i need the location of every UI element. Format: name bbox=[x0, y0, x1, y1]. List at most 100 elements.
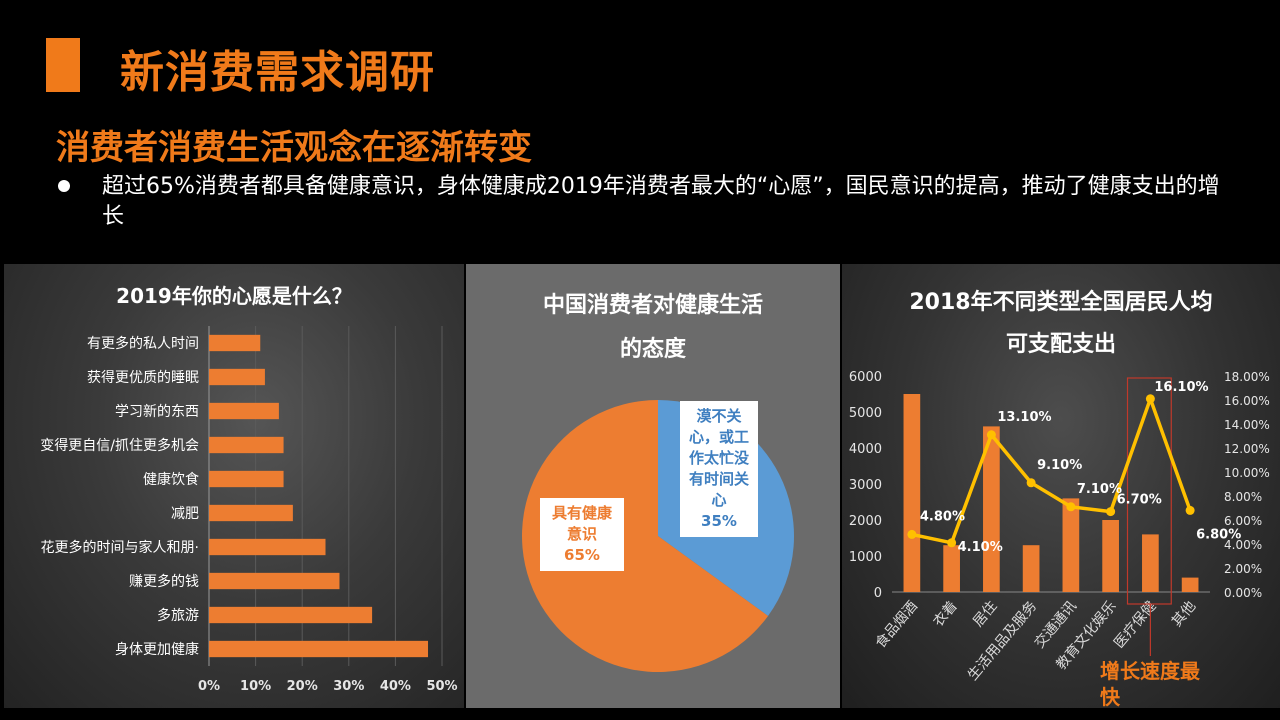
growth-data-label: 6.70% bbox=[1117, 493, 1162, 508]
pie-label-blue-text: 漠不关 bbox=[696, 407, 741, 425]
growth-point bbox=[986, 430, 996, 440]
spending-right-tick-label: 10.00% bbox=[1224, 466, 1270, 480]
spending-left-tick-label: 4000 bbox=[849, 442, 882, 457]
wish-category-label: 变得更自信/抓住更多机会 bbox=[40, 437, 199, 454]
wish-x-tick-label: 50% bbox=[426, 679, 457, 694]
spending-bar bbox=[903, 394, 921, 592]
spending-right-tick-label: 14.00% bbox=[1224, 418, 1270, 432]
wish-category-label: 多旅游 bbox=[157, 607, 199, 624]
wish-x-tick-label: 10% bbox=[240, 679, 271, 694]
spending-category-label: 医疗保健 bbox=[1111, 598, 1159, 651]
spending-left-tick-label: 1000 bbox=[849, 550, 882, 565]
wish-category-label: 健康饮食 bbox=[143, 471, 199, 488]
wish-x-tick-label: 20% bbox=[287, 679, 318, 694]
spending-right-tick-label: 8.00% bbox=[1224, 490, 1262, 504]
growth-point bbox=[907, 529, 917, 539]
spending-title-line-1: 2018年不同类型全国居民人均 bbox=[909, 290, 1213, 315]
wish-bar bbox=[209, 470, 284, 488]
spending-right-tick-label: 2.00% bbox=[1224, 562, 1262, 576]
spending-right-tick-label: 16.00% bbox=[1224, 394, 1270, 408]
spending-right-tick-label: 12.00% bbox=[1224, 442, 1270, 456]
wish-bar bbox=[209, 572, 340, 590]
bullet-dot bbox=[58, 180, 70, 192]
attitude-chart-title: 中国消费者对健康生活 的态度 bbox=[466, 284, 840, 372]
bullet-text: 超过65%消费者都具备健康意识，身体健康成2019年消费者最大的“心愿”，国民意… bbox=[102, 174, 1220, 229]
spending-bar bbox=[1181, 577, 1199, 592]
growth-data-label: 16.10% bbox=[1154, 380, 1208, 395]
wish-bar bbox=[209, 504, 293, 522]
wish-bar bbox=[209, 402, 279, 420]
growth-data-label: 6.80% bbox=[1196, 527, 1241, 542]
growth-data-label: 7.10% bbox=[1077, 482, 1122, 497]
pie-label-blue-text: 作太忙没 bbox=[689, 449, 750, 467]
spending-category-label: 居住 bbox=[970, 598, 1000, 630]
spending-chart-panel: 2018年不同类型全国居民人均 可支配支出 0 1000 2000 3000 4000 5… bbox=[842, 264, 1280, 708]
wish-chart-title: 2019年你的心愿是什么？ bbox=[116, 284, 352, 308]
wish-bar bbox=[209, 334, 261, 352]
spending-bar bbox=[1102, 520, 1119, 592]
growth-data-label: 13.10% bbox=[997, 410, 1051, 425]
wish-category-label: 减肥 bbox=[171, 506, 199, 522]
pie-label-orange-text: 意识 bbox=[567, 525, 597, 543]
wish-x-tick-label: 0% bbox=[198, 679, 220, 694]
growth-point bbox=[1026, 478, 1036, 488]
wish-x-tick-label: 40% bbox=[380, 679, 411, 694]
spending-bar bbox=[1142, 534, 1159, 592]
spending-right-tick-label: 4.00% bbox=[1224, 538, 1262, 552]
growth-point bbox=[1106, 507, 1116, 517]
spending-left-tick-label: 2000 bbox=[849, 514, 882, 529]
spending-combo-chart: 0 1000 2000 3000 4000 5000 6000 0.00% 2.00% 4.00%… bbox=[849, 370, 1270, 684]
growth-line bbox=[911, 397, 1192, 545]
spending-right-tick-label: 18.00% bbox=[1224, 370, 1270, 384]
pie-label-blue-text: 心 bbox=[711, 491, 726, 509]
spending-left-tick-label: 3000 bbox=[849, 478, 882, 493]
spending-left-tick-label: 6000 bbox=[849, 370, 882, 385]
growth-point bbox=[1145, 394, 1155, 404]
wish-bar-chart: 0% 10% 20% 30% 40% 50% 有更多的私人时间获得更优质的睡眠学习新的东西变… bbox=[40, 326, 458, 694]
page-title: 新消费需求调研 bbox=[120, 47, 435, 98]
attitude-chart-panel: 中国消费者对健康生活 的态度 漠不关心，或工作太忙没有时间关心 35% 具有健康意识… bbox=[466, 264, 840, 708]
attitude-title-line-2: 的态度 bbox=[619, 337, 686, 362]
wish-category-label: 身体更加健康 bbox=[115, 641, 199, 658]
spending-category-label: 食品烟酒 bbox=[872, 598, 921, 652]
pie-label-blue-text: 35% bbox=[701, 512, 737, 530]
wish-x-tick-label: 30% bbox=[333, 679, 364, 694]
pie-label-blue-text: 有时间关 bbox=[689, 470, 749, 488]
title-accent-bar bbox=[46, 38, 80, 92]
growth-annotation: 增长速度最快 bbox=[1100, 659, 1200, 709]
spending-chart-title: 2018年不同类型全国居民人均 可支配支出 bbox=[842, 282, 1280, 366]
spending-right-tick-label: 6.00% bbox=[1224, 514, 1262, 528]
pie-label-blue-text: 心，或工 bbox=[689, 428, 749, 446]
wish-bar bbox=[209, 640, 429, 658]
spending-title-line-2: 可支配支出 bbox=[1005, 332, 1116, 357]
growth-data-label: 4.10% bbox=[958, 540, 1003, 555]
wish-category-label: 获得更优质的睡眠 bbox=[87, 369, 199, 386]
wish-bar bbox=[209, 538, 326, 556]
highlight-box bbox=[1126, 377, 1172, 605]
wish-bar bbox=[209, 606, 373, 624]
wish-bar bbox=[209, 368, 265, 386]
growth-data-label: 9.10% bbox=[1037, 458, 1082, 473]
spending-category-label: 衣着 bbox=[930, 598, 960, 630]
spending-bar bbox=[1022, 545, 1040, 592]
spending-bar bbox=[943, 545, 960, 592]
attitude-title-line-1: 中国消费者对健康生活 bbox=[542, 293, 763, 318]
growth-point bbox=[1066, 502, 1076, 512]
wish-category-label: 有更多的私人时间 bbox=[87, 335, 199, 352]
spending-left-tick-label: 0 bbox=[874, 586, 882, 601]
wish-chart-panel: 2019年你的心愿是什么？ 0% 10% 20% 30% 40% 50% 有更多的私人时间获… bbox=[4, 264, 464, 708]
pie-label-orange-text: 具有健康 bbox=[552, 504, 613, 522]
spending-right-tick-label: 0.00% bbox=[1224, 586, 1262, 600]
spending-bar bbox=[983, 426, 1000, 592]
pie-label-orange-box bbox=[540, 498, 624, 571]
wish-category-label: 花更多的时间与家人和朋· bbox=[41, 539, 199, 556]
spending-left-tick-label: 5000 bbox=[849, 406, 882, 421]
pie-label-blue-box bbox=[680, 401, 758, 537]
growth-point bbox=[947, 538, 957, 548]
spending-category-label: 其他 bbox=[1169, 598, 1199, 630]
pie-slice bbox=[522, 400, 769, 672]
growth-point bbox=[1185, 505, 1195, 515]
pie-label-orange-text: 65% bbox=[564, 546, 600, 564]
page-subtitle: 消费者消费生活观念在逐渐转变 bbox=[56, 128, 532, 168]
